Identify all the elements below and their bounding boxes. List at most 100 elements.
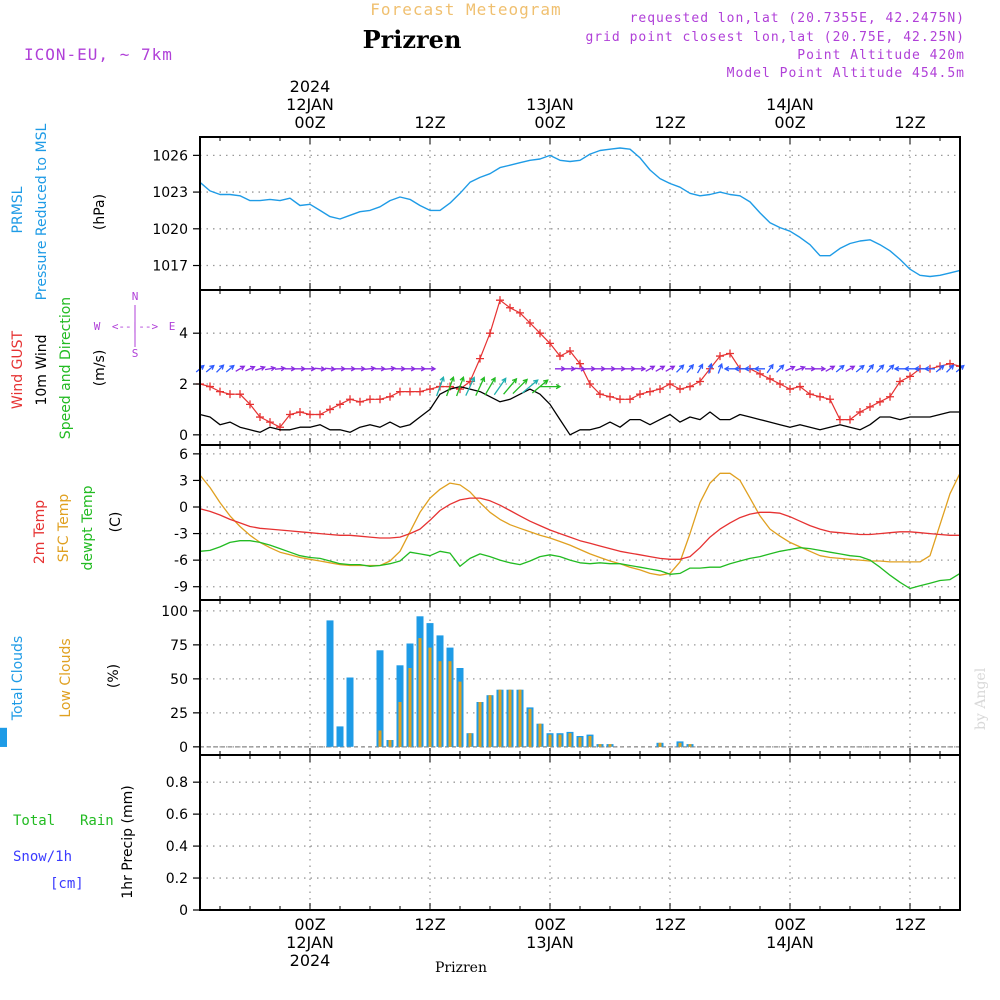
gust-point bbox=[426, 385, 434, 394]
gust-point bbox=[776, 380, 784, 389]
wind-direction-arrow bbox=[645, 365, 656, 372]
wind-direction-arrow bbox=[355, 366, 367, 372]
gust-point bbox=[756, 369, 764, 378]
grid-layer bbox=[200, 137, 960, 911]
credit-watermark: by Angel bbox=[973, 667, 989, 730]
gust-point bbox=[536, 329, 544, 338]
low-cloud-bar bbox=[518, 689, 522, 747]
wind-direction-arrow bbox=[835, 364, 845, 373]
gust-point bbox=[346, 395, 354, 404]
gust-point bbox=[576, 359, 584, 368]
requested-coords: requested lon,lat (20.7355E, 42.2475N) bbox=[630, 11, 965, 26]
bottom-time-label: 13JAN bbox=[526, 933, 574, 952]
pressure-labels: PRMSL Pressure Reduced to MSL (hPa) bbox=[10, 123, 108, 300]
wind-direction-arrow bbox=[435, 375, 445, 397]
wind-direction-arrow bbox=[753, 366, 765, 372]
gust-point bbox=[246, 400, 254, 409]
total-clouds-label: Total Clouds bbox=[10, 636, 26, 721]
gust-point bbox=[896, 377, 904, 386]
low-cloud-bar bbox=[418, 638, 422, 747]
point-altitude: Point Altitude 420m bbox=[797, 48, 965, 63]
wind-direction-arrow bbox=[665, 365, 676, 372]
wind-direction-arrow bbox=[455, 375, 465, 397]
wind-gust-label: Wind GUST bbox=[10, 330, 26, 409]
chart-title: Forecast Meteogram bbox=[370, 0, 561, 19]
wind-direction-arrow bbox=[903, 366, 915, 372]
y-tick-label: 50 bbox=[170, 672, 188, 688]
wind-direction-arrow bbox=[425, 366, 437, 372]
gust-point bbox=[236, 390, 244, 399]
gust-point bbox=[606, 392, 614, 401]
wind-direction-arrow bbox=[324, 366, 337, 372]
wind-direction-arrow bbox=[540, 383, 562, 390]
gust-point bbox=[766, 374, 774, 383]
y-tick-label: 1017 bbox=[152, 259, 188, 275]
y-tick-label: 0.8 bbox=[166, 775, 188, 791]
compass-s: S bbox=[132, 347, 139, 360]
temp-labels: 2m Temp SFC Temp dewpt Temp (C) bbox=[32, 485, 124, 570]
low-cloud-bar bbox=[398, 702, 402, 747]
wind-direction-arrow bbox=[923, 366, 935, 372]
wind-direction-arrow bbox=[795, 365, 806, 372]
low-cloud-bar bbox=[458, 681, 462, 747]
wind-direction-arrow bbox=[415, 366, 427, 372]
wind-direction-arrow bbox=[395, 366, 407, 372]
low-cloud-bar bbox=[498, 689, 502, 747]
y-tick-label: 25 bbox=[170, 706, 188, 722]
wind-direction-arrow bbox=[555, 366, 567, 372]
grid-point-coords: grid point closest lon,lat (20.75E, 42.2… bbox=[585, 30, 965, 45]
panel-frame bbox=[199, 599, 961, 756]
wind-direction-arrow bbox=[521, 379, 539, 394]
gust-point bbox=[366, 395, 374, 404]
rain-label: Rain bbox=[80, 813, 114, 829]
gust-point bbox=[836, 415, 844, 424]
panel-frame bbox=[199, 754, 961, 911]
gust-point bbox=[306, 410, 314, 419]
wind-direction-arrow bbox=[484, 376, 496, 396]
gust-point bbox=[516, 308, 524, 317]
gust-point bbox=[626, 395, 634, 404]
wind-direction-arrow bbox=[625, 366, 637, 372]
wind-direction-arrow bbox=[264, 365, 277, 372]
temp-2m-label: 2m Temp bbox=[32, 500, 48, 564]
gust-point bbox=[266, 418, 274, 427]
bottom-time-label: 12Z bbox=[894, 915, 925, 934]
pressure-label-msl: Pressure Reduced to MSL bbox=[34, 123, 50, 300]
gust-point bbox=[496, 296, 504, 305]
gust-point bbox=[416, 387, 424, 396]
wind-direction-arrow bbox=[815, 366, 827, 372]
gust-point bbox=[826, 395, 834, 404]
gust-point bbox=[336, 400, 344, 409]
gust-point bbox=[316, 410, 324, 419]
low-cloud-bar bbox=[428, 647, 432, 747]
wind-direction-arrow bbox=[345, 366, 357, 372]
gust-point bbox=[846, 415, 854, 424]
gust-point bbox=[556, 352, 564, 361]
wind-direction-arrow bbox=[305, 366, 317, 372]
low-cloud-bar bbox=[468, 733, 472, 747]
bottom-time-label: 00Z bbox=[294, 915, 325, 934]
y-tick-label: 75 bbox=[170, 638, 188, 654]
gust-point bbox=[666, 380, 674, 389]
wind-direction-arrow bbox=[295, 366, 307, 372]
gust-point bbox=[206, 382, 214, 391]
low-cloud-bar bbox=[578, 737, 582, 747]
y-tick-label: 0 bbox=[179, 500, 188, 516]
total-cloud-bar bbox=[336, 726, 344, 747]
wind-direction-arrow bbox=[676, 364, 685, 373]
wind-direction-arrow bbox=[364, 365, 377, 372]
y-tick-label: 1023 bbox=[152, 185, 188, 201]
wind-direction-arrow bbox=[512, 378, 529, 395]
y-tick-label: 0 bbox=[179, 428, 188, 444]
wind-direction-arrow bbox=[946, 364, 955, 373]
low-cloud-bar bbox=[588, 736, 592, 747]
cloud-unit: (%) bbox=[106, 664, 122, 688]
gust-point bbox=[566, 346, 574, 355]
compass-n: N bbox=[132, 290, 139, 303]
wind-direction-arrow bbox=[913, 366, 925, 372]
wind-direction-arrow bbox=[707, 362, 714, 374]
wind-direction-arrow bbox=[503, 377, 518, 395]
wind-direction-arrow bbox=[733, 366, 745, 372]
panel-frame bbox=[199, 444, 961, 601]
snow-label: Snow/1h bbox=[13, 849, 72, 865]
